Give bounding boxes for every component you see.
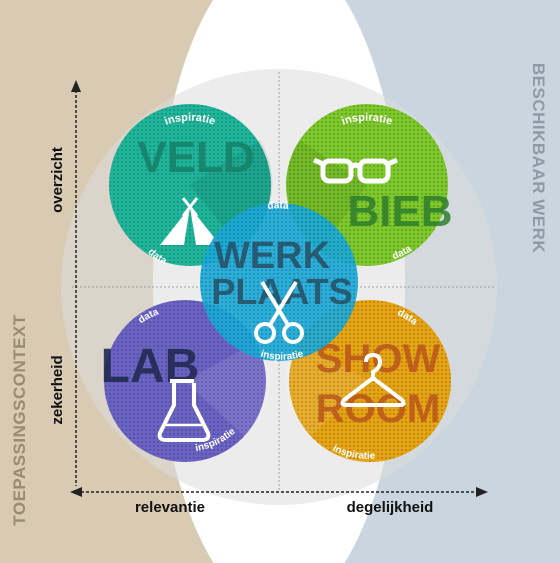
- lab-title: LAB: [101, 340, 200, 393]
- x-axis-arrow-right: [476, 487, 488, 497]
- axis-label-zekerheid: zekerheid: [49, 355, 66, 424]
- werkplaats-arc-bottom: inspiratie: [259, 348, 305, 362]
- scissors-icon: [254, 280, 304, 344]
- bieb-arc-top: inspiratie: [340, 112, 394, 128]
- veld-arc-top: inspiratie: [163, 112, 217, 128]
- werkplaats-arc-top: data: [267, 200, 290, 212]
- bieb-title: BIEB: [347, 187, 452, 236]
- tent-icon: [160, 197, 220, 245]
- side-label-beschikbaar-werk: BESCHIKBAAR WERK: [529, 63, 548, 254]
- glasses-icon: [312, 157, 399, 184]
- x-axis-arrow-left: [70, 487, 82, 497]
- werkplaats-title-line1: WERK: [214, 235, 331, 277]
- flask-icon: [157, 379, 211, 442]
- lab-circle: LAB data inspiratie: [101, 300, 270, 462]
- werkplaats-circle: WERK PLAATS data inspiratie: [200, 200, 358, 363]
- axis-label-relevantie: relevantie: [135, 499, 205, 516]
- axis-label-degelijkheid: degelijkheid: [347, 499, 434, 516]
- hanger-icon: [340, 352, 406, 407]
- showroom-title-line2: ROOM: [316, 387, 440, 431]
- side-label-toepassingscontext: TOEPASSINGSCONTEXT: [10, 314, 29, 526]
- axis-label-overzicht: overzicht: [49, 147, 66, 213]
- y-axis-arrow-top: [71, 80, 81, 92]
- veld-title: VELD: [137, 133, 254, 182]
